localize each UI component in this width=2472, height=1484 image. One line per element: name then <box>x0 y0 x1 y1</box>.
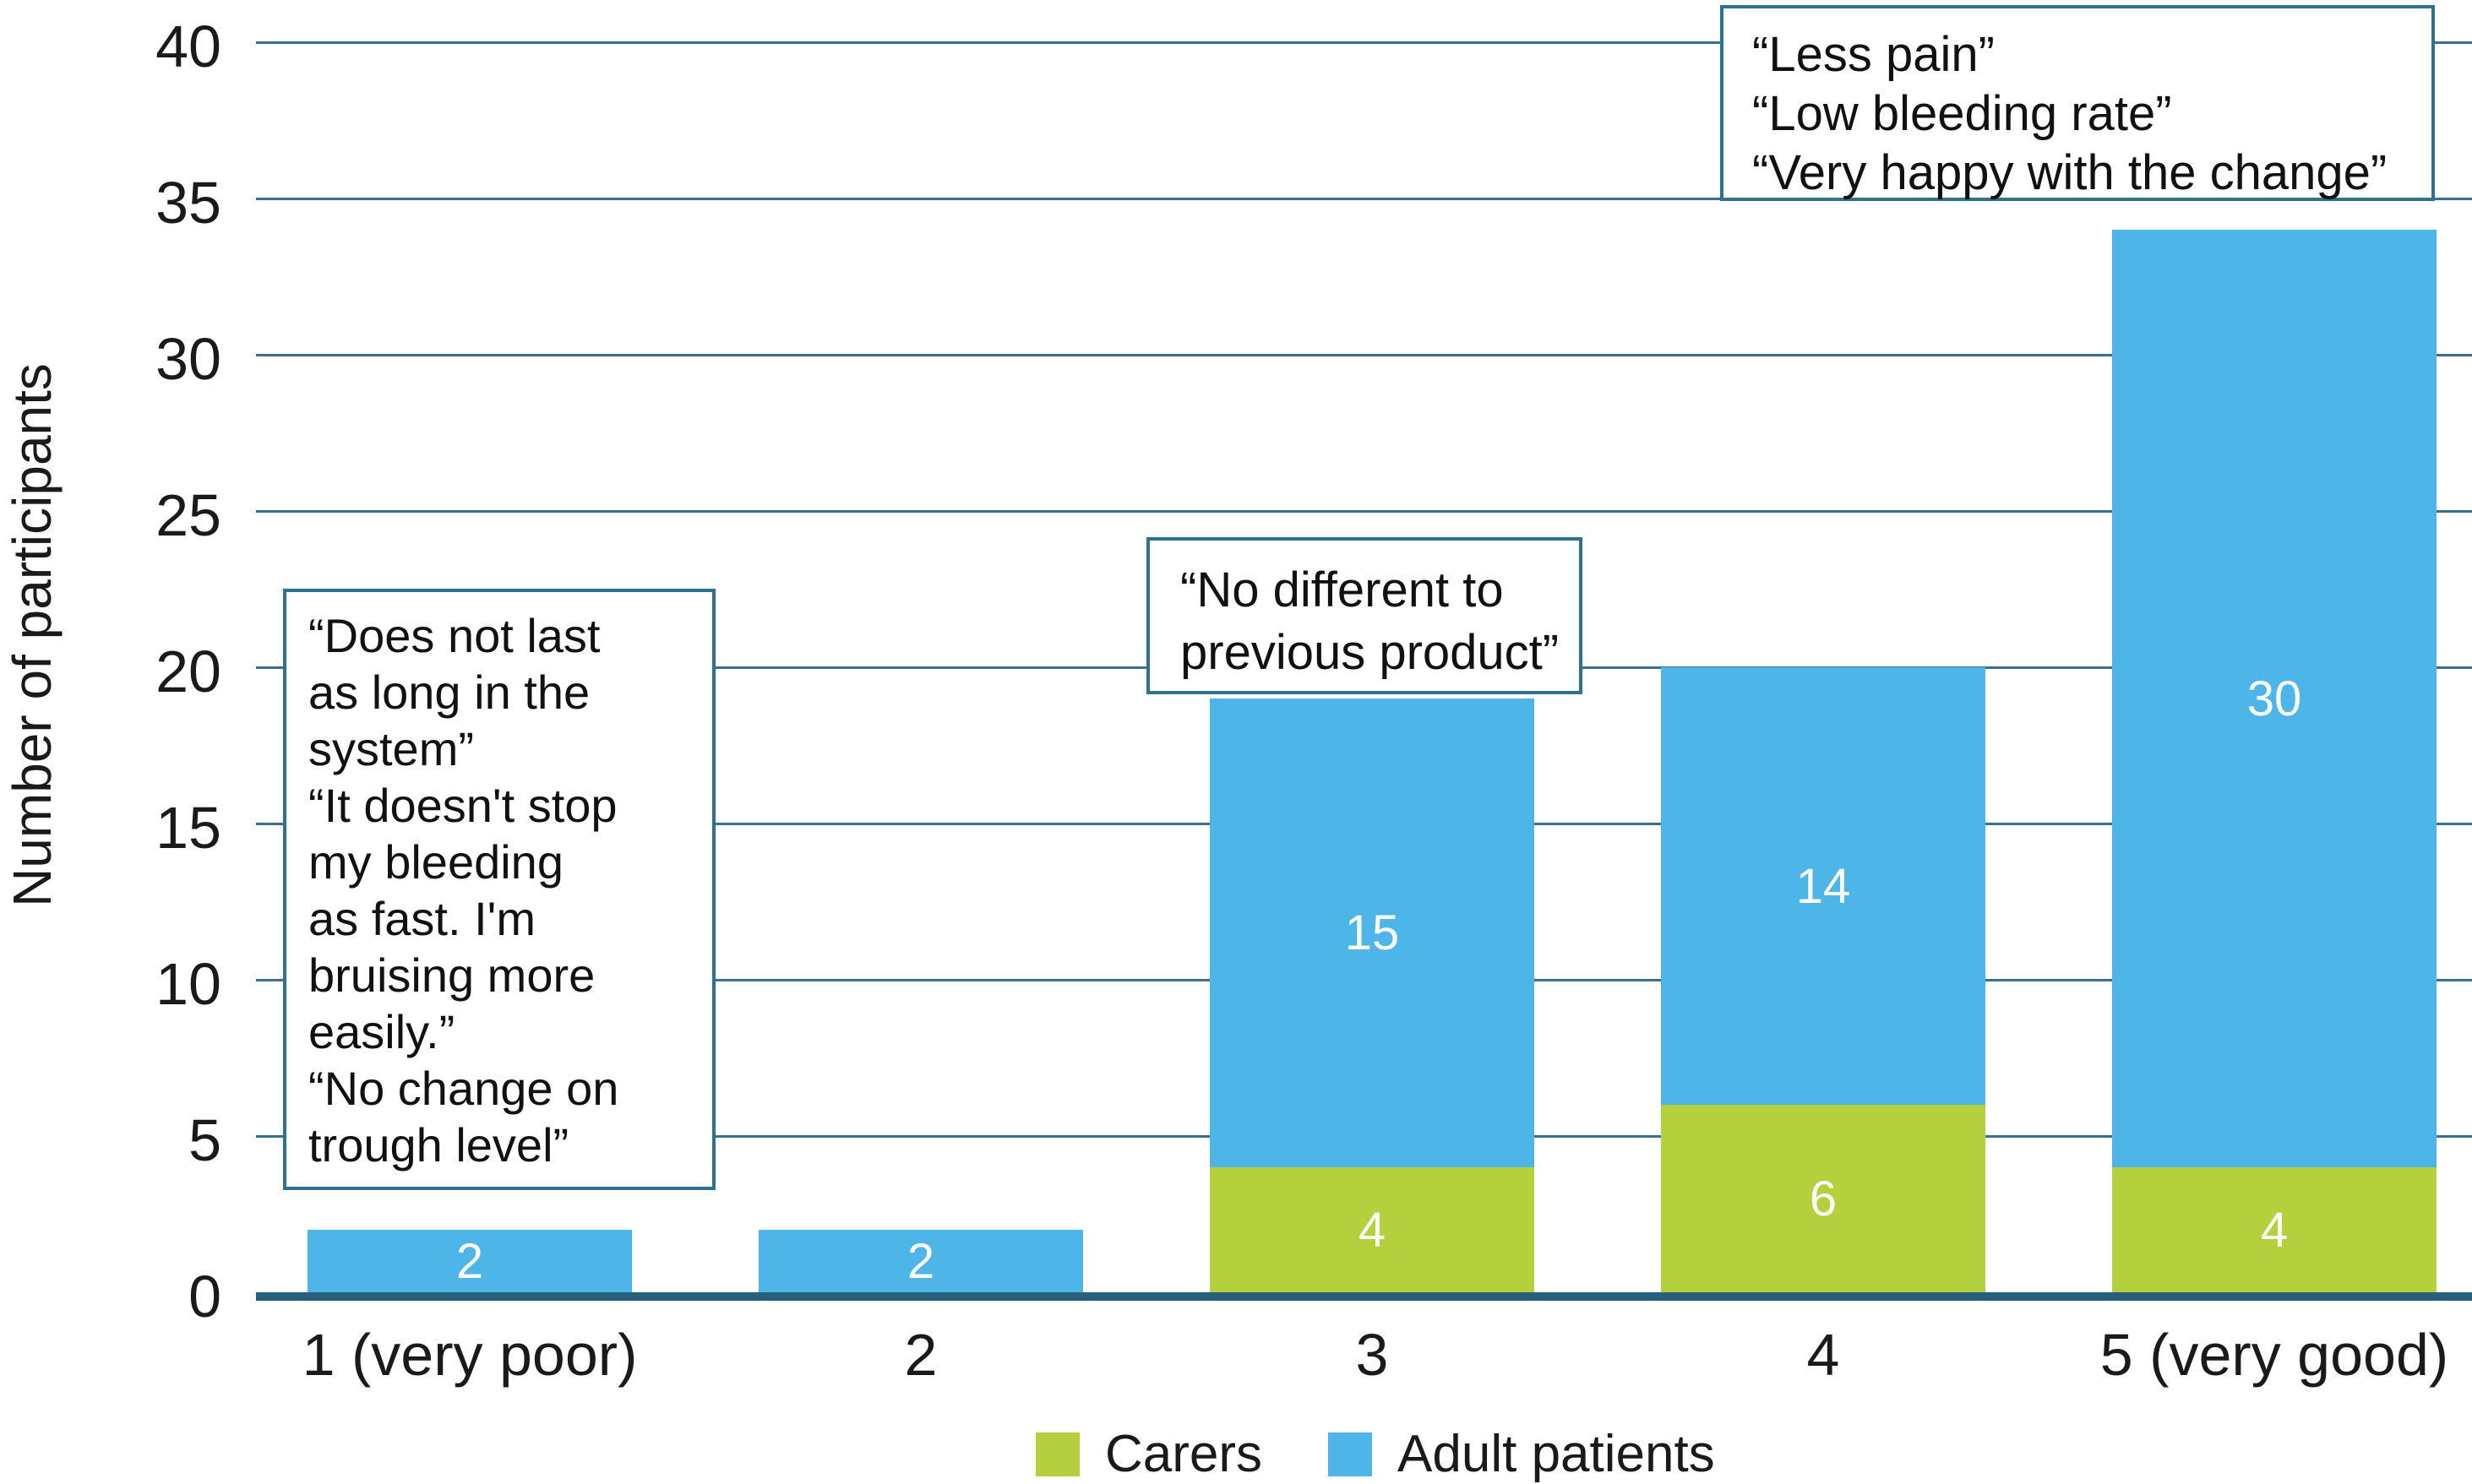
legend-swatch <box>1036 1432 1080 1476</box>
bar-segment-adult-patients-1: 2 <box>308 1230 632 1292</box>
annotation-box-2: “No different to previous product” <box>1146 537 1582 694</box>
annotation-line: previous product” <box>1180 625 1560 680</box>
bar-value-label: 4 <box>2260 1202 2289 1258</box>
bar-value-label: 14 <box>1795 858 1851 914</box>
bar-segment-adult-patients-5: 30 <box>2112 230 2437 1167</box>
legend-label: Adult patients <box>1397 1425 1715 1483</box>
bar-segment-carers-3: 4 <box>1210 1167 1534 1292</box>
gridline-40 <box>256 41 2472 44</box>
bar-value-label: 30 <box>2246 671 2302 726</box>
annotation-line: as long in the <box>308 666 591 719</box>
legend-item-carers: Carers <box>1036 1424 1262 1484</box>
y-tick-label-25: 25 <box>155 482 221 548</box>
y-tick-label-10: 10 <box>155 951 221 1017</box>
bar-segment-adult-patients-2: 2 <box>759 1230 1083 1292</box>
gridline-30 <box>256 354 2472 356</box>
legend-item-adult-patients: Adult patients <box>1328 1424 1715 1484</box>
legend: Carers Adult patients <box>1036 1424 1715 1484</box>
x-category-label-4: 4 <box>1806 1322 1840 1388</box>
legend-swatch <box>1328 1432 1373 1476</box>
annotation-line: “It doesn't stop <box>308 779 618 832</box>
bar-segment-adult-patients-4: 14 <box>1661 667 1985 1105</box>
annotation-line: easily.” <box>308 1005 455 1058</box>
annotation-line: my bleeding <box>308 835 564 889</box>
bar-segment-carers-4: 6 <box>1661 1105 1985 1292</box>
bar-value-label: 2 <box>907 1233 935 1289</box>
bar-segment-adult-patients-3: 15 <box>1210 699 1534 1167</box>
x-category-label-2: 2 <box>904 1322 938 1388</box>
y-tick-label-30: 30 <box>155 326 221 392</box>
annotation-line: “Low bleeding rate” <box>1752 86 2172 141</box>
y-tick-label-20: 20 <box>155 639 221 704</box>
legend-label: Carers <box>1105 1425 1263 1483</box>
annotation-line: “Very happy with the change” <box>1752 145 2388 200</box>
y-tick-label-0: 0 <box>188 1264 221 1329</box>
annotation-line: as fast. I'm <box>308 892 536 945</box>
annotation-line: bruising more <box>308 949 596 1002</box>
bar-value-label: 15 <box>1344 905 1400 960</box>
annotation-line: “Less pain” <box>1752 27 1995 82</box>
y-tick-label-35: 35 <box>155 170 221 236</box>
bar-value-label: 6 <box>1809 1171 1838 1226</box>
y-tick-label-40: 40 <box>155 14 221 79</box>
annotation-line: “No different to <box>1180 563 1504 617</box>
annotation-box-3: “Less pain” “Low bleeding rate” “Very happ… <box>1720 5 2435 201</box>
annotation-line: system” <box>308 722 474 775</box>
annotation-box-1: “Does not last as long in the system” “It d… <box>283 589 716 1190</box>
annotation-line: “No change on <box>308 1062 619 1115</box>
x-category-label-3: 3 <box>1355 1322 1389 1388</box>
bar-value-label: 2 <box>455 1233 484 1289</box>
x-category-label-1: 1 (very poor) <box>302 1322 638 1388</box>
y-tick-label-5: 5 <box>188 1107 221 1173</box>
gridline-25 <box>256 510 2472 513</box>
y-tick-label-15: 15 <box>155 795 221 861</box>
bar-value-label: 4 <box>1358 1202 1386 1258</box>
annotation-line: trough level” <box>308 1118 569 1171</box>
bar-segment-carers-5: 4 <box>2112 1167 2437 1292</box>
gridline-35 <box>256 198 2472 200</box>
x-axis-line <box>256 1292 2472 1301</box>
annotation-line: “Does not last <box>308 609 601 662</box>
x-category-label-5: 5 (very good) <box>2099 1322 2449 1388</box>
